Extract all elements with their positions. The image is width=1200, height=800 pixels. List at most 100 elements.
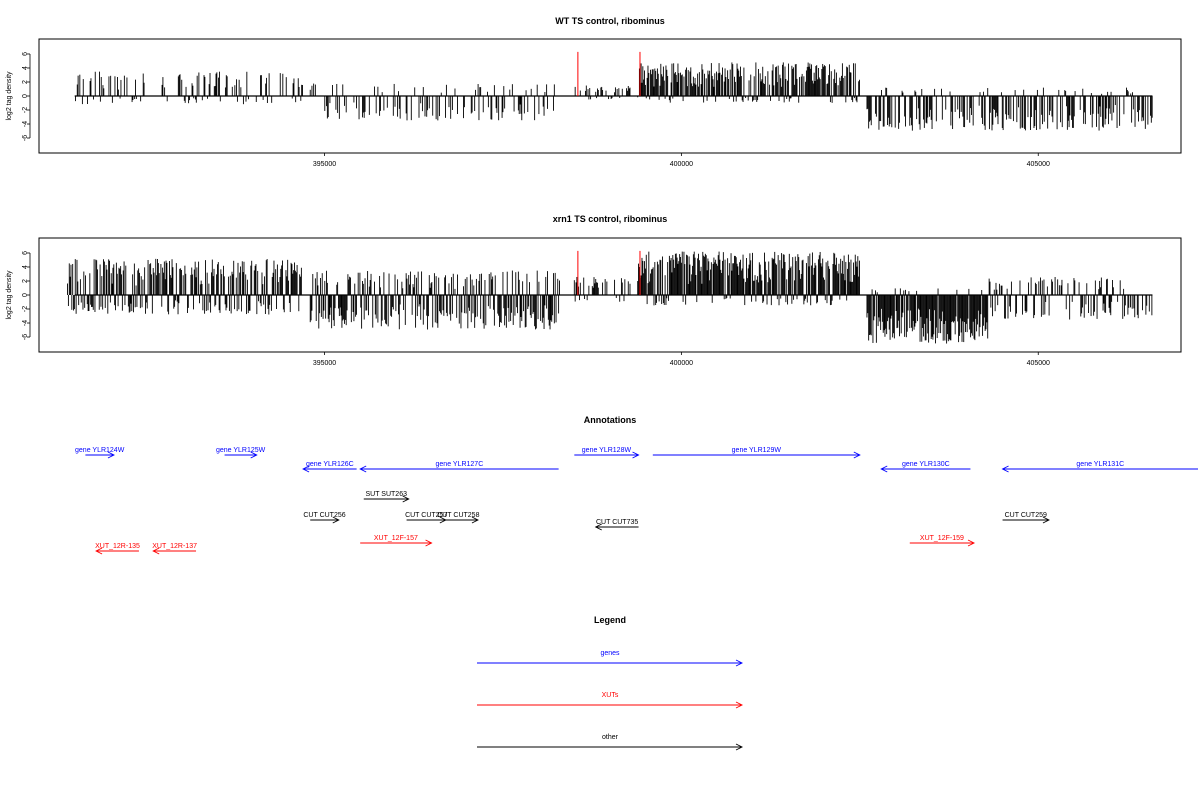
- highlight-bars: [577, 250, 641, 295]
- legend-label: other: [602, 734, 619, 741]
- annotation-arrow-head: [250, 451, 258, 459]
- xrn1-signal-panel: xrn1 TS control, ribominus log2 tag dens…: [6, 214, 1182, 367]
- annotation-other: CUT CUT256: [303, 512, 346, 524]
- annotation-arrow-head: [332, 516, 340, 524]
- annotation-label: gene YLR124W: [75, 447, 125, 454]
- y-tick-label: -4: [22, 320, 29, 326]
- annotation-arrow-head: [402, 495, 410, 503]
- annotation-label: CUT CUT258: [437, 512, 479, 519]
- y-tick-label: -6: [22, 135, 29, 141]
- y-tick-label: 0: [22, 293, 29, 297]
- annotation-gene: gene YLR131C: [1001, 461, 1198, 473]
- legend-item: genes: [477, 650, 744, 667]
- legend-arrow-head: [735, 743, 744, 751]
- annotation-arrow-head: [1042, 516, 1050, 524]
- annotation-arrow-head: [152, 547, 160, 555]
- y-tick-label: 2: [22, 80, 29, 84]
- annotation-gene: gene YLR125W: [216, 447, 266, 459]
- annotation-other: CUT CUT258: [437, 512, 480, 524]
- annotation-gene: gene YLR127C: [359, 461, 559, 473]
- annotation-arrow-head: [880, 465, 888, 473]
- annotation-other: SUT SUT263: [363, 491, 410, 503]
- annotation-label: gene YLR127C: [436, 461, 484, 468]
- annotation-label: gene YLR129W: [732, 447, 782, 454]
- y-tick-label: 6: [22, 52, 29, 56]
- plot-frame: [38, 38, 1182, 154]
- legend-title: Legend: [594, 615, 626, 625]
- legend-label: genes: [600, 650, 620, 657]
- legend-item: other: [477, 734, 744, 751]
- annotation-other: CUT CUT735: [594, 519, 639, 531]
- annotation-gene: gene YLR128W: [574, 447, 640, 459]
- annotation-label: XUT_12R-137: [152, 543, 197, 550]
- legend-label: XUTs: [602, 692, 619, 699]
- y-tick-label: -2: [22, 107, 29, 113]
- annotation-label: CUT CUT257: [405, 512, 447, 519]
- y-tick-label: 4: [22, 66, 29, 70]
- annotation-label: XUT_12F-157: [374, 535, 418, 542]
- annotation-other: CUT CUT259: [1002, 512, 1050, 524]
- annotation-label: XUT_12R-135: [95, 543, 140, 550]
- y-tick-label: 2: [22, 279, 29, 283]
- x-tick-label: 400000: [670, 161, 693, 168]
- y-tick-label: 4: [22, 265, 29, 269]
- annotations-panel: Annotations gene YLR124W gene YLR125Wgene…: [75, 415, 1198, 555]
- y-tick-label: -6: [22, 334, 29, 340]
- annotation-gene: gene YLR124W: [75, 447, 125, 459]
- annotation-xut: XUT_12R-135: [95, 543, 140, 555]
- annotation-arrow-head: [359, 465, 367, 473]
- x-axis: 395000 400000 405000: [313, 153, 1050, 168]
- annotation-label: gene YLR126C: [306, 461, 354, 468]
- signal-bars: [74, 62, 1153, 131]
- annotation-arrow-head: [107, 451, 115, 459]
- y-axis-label: log2 tag density: [6, 270, 13, 320]
- signal-bars: [67, 251, 1153, 344]
- legend-arrow-head: [735, 659, 744, 667]
- annotation-arrow-head: [594, 523, 602, 531]
- x-axis: 395000 400000 405000: [313, 352, 1050, 367]
- legend-arrow-head: [735, 701, 744, 709]
- highlight-bars: [577, 51, 641, 96]
- annotation-arrow-head: [853, 451, 861, 459]
- plot-frame: [38, 237, 1182, 353]
- annotation-gene: gene YLR126C: [302, 461, 357, 473]
- annotation-arrow-head: [632, 451, 640, 459]
- annotation-label: gene YLR130C: [902, 461, 950, 468]
- annotation-label: CUT CUT256: [303, 512, 345, 519]
- annotation-features: gene YLR124W gene YLR125W gene YLR126C gene…: [75, 447, 1198, 555]
- y-axis: -6 -4 -2 0 2 4 6: [22, 52, 31, 141]
- annotation-arrow-head: [471, 516, 479, 524]
- annotation-label: gene YLR128W: [582, 447, 632, 454]
- x-tick-label: 395000: [313, 360, 336, 367]
- panel-title: WT TS control, ribominus: [555, 16, 665, 26]
- annotation-xut: XUT_12F-157: [360, 535, 433, 547]
- annotation-label: CUT CUT735: [596, 519, 638, 526]
- annotation-gene: gene YLR130C: [880, 461, 971, 473]
- x-tick-label: 400000: [670, 360, 693, 367]
- x-tick-label: 405000: [1027, 360, 1050, 367]
- annotation-label: CUT CUT259: [1005, 512, 1047, 519]
- annotation-xut: XUT_12R-137: [152, 543, 197, 555]
- annotation-arrow-head: [302, 465, 310, 473]
- y-tick-label: -2: [22, 306, 29, 312]
- x-tick-label: 405000: [1027, 161, 1050, 168]
- annotation-gene: gene YLR129W: [652, 447, 861, 459]
- annotation-arrow-head: [425, 539, 433, 547]
- y-axis: -6 -4 -2 0 2 4 6: [22, 251, 31, 340]
- annotations-title: Annotations: [584, 415, 637, 425]
- annotation-label: gene YLR125W: [216, 447, 266, 454]
- legend-panel: Legend genes XUTs other: [477, 615, 744, 751]
- wt-signal-panel: WT TS control, ribominus log2 tag densit…: [6, 16, 1182, 168]
- x-tick-label: 395000: [313, 161, 336, 168]
- annotation-label: XUT_12F-159: [920, 535, 964, 542]
- y-tick-label: 6: [22, 251, 29, 255]
- annotation-arrow-head: [95, 547, 103, 555]
- y-tick-label: 0: [22, 94, 29, 98]
- panel-title: xrn1 TS control, ribominus: [553, 214, 668, 224]
- annotation-xut: XUT_12F-159: [909, 535, 976, 547]
- y-tick-label: -4: [22, 121, 29, 127]
- y-axis-label: log2 tag density: [6, 71, 13, 121]
- annotation-arrow-head: [967, 539, 976, 547]
- legend-item: XUTs: [477, 692, 744, 709]
